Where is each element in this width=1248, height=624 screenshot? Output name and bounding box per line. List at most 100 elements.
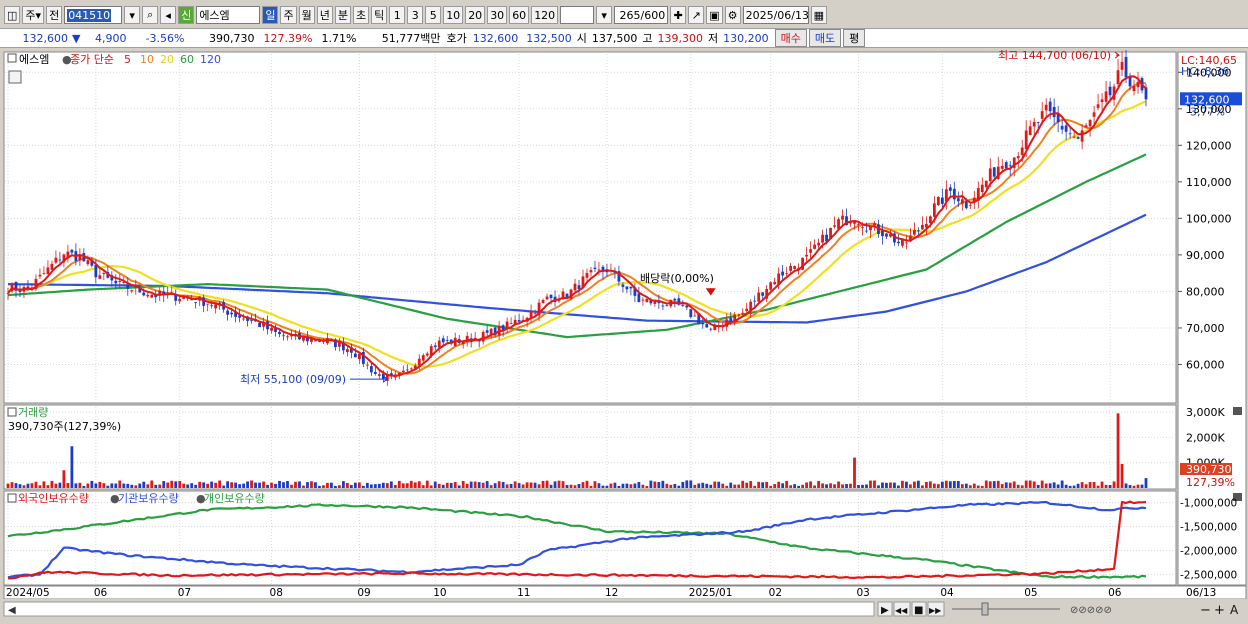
volume-bar (417, 481, 421, 488)
code-dropdown-icon[interactable]: ▾ (124, 6, 141, 24)
volume-panel[interactable] (3, 404, 1177, 490)
period-select[interactable]: 주 ▾ (22, 6, 45, 24)
volume-bar (78, 482, 82, 488)
volume-bar (94, 483, 98, 488)
candle-body (529, 311, 533, 319)
volume-bar (1112, 481, 1116, 488)
candle-body (889, 234, 892, 237)
candle-body (214, 304, 218, 309)
sell-button[interactable]: 매도 (808, 29, 842, 47)
tab-period-1[interactable]: 주 (280, 6, 297, 24)
layout-icon[interactable]: ◫ (4, 6, 21, 24)
candle-body (1100, 99, 1104, 102)
zoom-out-icon[interactable]: − (1200, 603, 1211, 618)
volume-bar (837, 481, 840, 488)
volume-bar (381, 482, 385, 488)
gear-icon[interactable]: ⚙ (724, 6, 741, 24)
candle-body (6, 292, 10, 294)
volume-bar (645, 485, 649, 488)
tab-period-5[interactable]: 초 (352, 6, 370, 24)
forward-button[interactable] (927, 601, 945, 617)
volume-bar (960, 484, 964, 488)
tab-period-0[interactable]: 일 (262, 6, 279, 24)
candle-body (429, 346, 433, 356)
calendar-icon[interactable]: ▦ (810, 6, 827, 24)
scroll-left-icon[interactable]: ◀ (8, 605, 16, 616)
candle-body (242, 318, 245, 320)
interval-1[interactable]: 1 (389, 6, 406, 24)
candle-body (745, 308, 749, 312)
volume-bar (633, 483, 637, 488)
draw-tool-icon[interactable]: ↗ (688, 6, 705, 24)
holdings-panel[interactable] (3, 490, 1177, 586)
candle-body (278, 331, 281, 335)
zoom-slider-handle[interactable] (981, 602, 989, 616)
volume-bar (909, 484, 912, 488)
candle-body (725, 319, 729, 327)
volume-bar (142, 481, 146, 488)
tab-period-2[interactable]: 월 (298, 6, 315, 24)
save-icon[interactable]: ▣ (706, 6, 723, 24)
tab-period-6[interactable]: 틱 (371, 6, 388, 24)
search-icon[interactable]: ⌕ (142, 6, 159, 24)
bid-price: 132,500 (526, 31, 572, 45)
chart-scrollbar[interactable] (3, 601, 875, 617)
interval-60[interactable]: 60 (509, 6, 530, 24)
interval-5[interactable]: 5 (425, 6, 442, 24)
prev-toggle[interactable]: 전 (46, 6, 63, 24)
interval-3[interactable]: 3 (407, 6, 424, 24)
stock-name-field[interactable]: 에스엠 (196, 6, 261, 24)
auto-scale-icon[interactable]: A (1230, 603, 1239, 617)
volume-bar (114, 483, 118, 488)
chart-table-icon[interactable] (8, 70, 22, 84)
volume-panel-close-icon[interactable] (1233, 407, 1242, 415)
candle-body (1080, 130, 1084, 142)
play-button[interactable] (877, 601, 893, 617)
count-field[interactable]: 265/600 (614, 6, 669, 24)
open-label: 시 (576, 32, 587, 45)
crosshair-icon[interactable]: ✚ (670, 6, 687, 24)
volume-bar (326, 482, 329, 488)
buy-button[interactable]: 매수 (774, 29, 807, 47)
tab-period-4[interactable]: 분 (334, 6, 351, 24)
date-label-5: 10 (433, 587, 446, 599)
volume-bar (90, 480, 94, 488)
interval-30[interactable]: 30 (487, 6, 508, 24)
volume-bar (944, 480, 948, 488)
volume-bar (1136, 484, 1140, 488)
zoom-in-icon[interactable]: + (1214, 603, 1225, 618)
interval-10[interactable]: 10 (443, 6, 464, 24)
sound-icon[interactable]: ◂ (160, 6, 177, 24)
holdings-panel-close-icon[interactable] (1233, 493, 1242, 501)
candle-body (306, 336, 309, 342)
candle-body (932, 203, 936, 217)
tab-period-3[interactable]: 년 (316, 6, 333, 24)
candle-body (1060, 125, 1064, 130)
candle-body (577, 285, 581, 289)
stop-button[interactable] (911, 601, 927, 617)
candle-body (1104, 91, 1108, 102)
volume-bar (1056, 484, 1060, 488)
date-input[interactable]: 2025/06/13 (742, 6, 809, 24)
custom-interval-input[interactable] (560, 6, 595, 24)
price-panel[interactable] (3, 51, 1177, 404)
tool-icons[interactable]: ⊘⊘⊘⊘⊘ (1070, 605, 1112, 616)
volume-bar (581, 482, 585, 488)
average-button[interactable]: 평 (843, 29, 866, 47)
volume-bar (952, 481, 956, 488)
volume-bar (318, 485, 321, 488)
custom-interval-dropdown-icon[interactable]: ▾ (596, 6, 613, 24)
candle-body (1112, 86, 1116, 100)
code-input[interactable]: 041510 (64, 6, 123, 24)
volume-bar (509, 483, 513, 488)
interval-20[interactable]: 20 (465, 6, 486, 24)
volume-bar (66, 482, 70, 488)
volume-bar (1144, 478, 1148, 488)
stock-chart[interactable]: 에스엠 ● 종가 단순 5 10 20 60 120 LC:140,65 HC:… (0, 50, 1248, 599)
volume-bar (485, 481, 489, 488)
candle-body (517, 320, 521, 322)
interval-120[interactable]: 120 (531, 6, 559, 24)
volume-bar (202, 482, 206, 488)
rewind-button[interactable] (893, 601, 911, 617)
candle-body (102, 273, 106, 275)
